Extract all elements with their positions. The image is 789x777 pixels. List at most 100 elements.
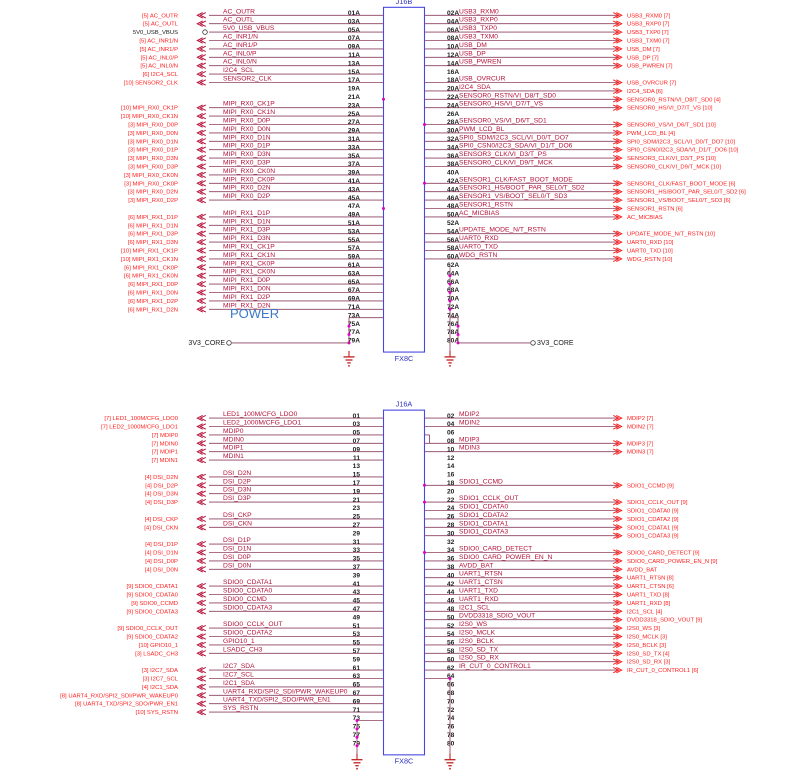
svg-text:UART1_TXD: UART1_TXD [459, 588, 498, 595]
svg-text:USB_DP: USB_DP [459, 50, 486, 57]
svg-text:USB_OVRCUR: USB_OVRCUR [459, 76, 506, 83]
svg-text:MIPI_RX0_D1P: MIPI_RX0_D1P [223, 143, 271, 150]
svg-text:[4] DSI_CKN: [4] DSI_CKN [144, 525, 178, 531]
svg-text:DVDD3318_SDIO_VOUT: DVDD3318_SDIO_VOUT [459, 613, 535, 620]
svg-text:SDIO0_CCMD: SDIO0_CCMD [223, 596, 267, 603]
svg-text:[6] I2C4_SCL: [6] I2C4_SCL [143, 72, 179, 78]
svg-text:09A: 09A [348, 44, 360, 51]
svg-text:SENSOR2_CLK: SENSOR2_CLK [223, 76, 272, 83]
svg-text:DSI_CKN: DSI_CKN [223, 520, 252, 527]
svg-text:5V0_USB_VBUS: 5V0_USB_VBUS [133, 30, 178, 36]
svg-text:[4] DSI_CKP: [4] DSI_CKP [145, 517, 178, 523]
svg-text:MIPI_RX1_D3N: MIPI_RX1_D3N [223, 235, 271, 242]
svg-text:DSI_D0P: DSI_D0P [223, 554, 251, 561]
svg-text:UART4_RXD/SPI2_SDI/PWR_WAKEUP0: UART4_RXD/SPI2_SDI/PWR_WAKEUP0 [223, 688, 348, 695]
svg-text:[3] MIPI_RX0_D1N: [3] MIPI_RX0_D1N [128, 139, 178, 145]
svg-text:15: 15 [353, 472, 361, 479]
svg-text:J16A: J16A [396, 400, 413, 409]
svg-text:AC_INR1/N: AC_INR1/N [223, 34, 258, 41]
svg-text:16A: 16A [447, 69, 459, 76]
svg-text:DVDD3318_SDIO_VOUT [9]: DVDD3318_SDIO_VOUT [9] [627, 618, 703, 624]
svg-text:MIPI_RX0_D2N: MIPI_RX0_D2N [223, 185, 271, 192]
svg-text:[3] MIPI_RX0_CK0N: [3] MIPI_RX0_CK0N [124, 173, 178, 179]
svg-text:70: 70 [447, 698, 455, 705]
svg-text:UART1_CTSN: UART1_CTSN [459, 579, 503, 586]
svg-text:[5] AC_OUTR: [5] AC_OUTR [142, 13, 178, 19]
svg-text:24A: 24A [447, 102, 459, 109]
svg-text:AC_MICBIAS: AC_MICBIAS [459, 210, 500, 217]
svg-text:SENSOR0_HS/VI_D7/T_VS: SENSOR0_HS/VI_D7/T_VS [459, 101, 544, 108]
svg-text:18: 18 [447, 480, 455, 487]
svg-text:35: 35 [353, 556, 361, 563]
svg-text:SENSOR1_RSTN: SENSOR1_RSTN [459, 202, 513, 209]
svg-text:AVDD_BAT: AVDD_BAT [459, 562, 493, 569]
svg-text:[3] MIPI_RX0_D2P: [3] MIPI_RX0_D2P [128, 198, 178, 204]
svg-text:58: 58 [447, 648, 455, 655]
svg-text:SENSOR0_CLK/VI_D9/T_MCK: SENSOR0_CLK/VI_D9/T_MCK [459, 160, 553, 167]
svg-text:DSI_D1N: DSI_D1N [223, 546, 251, 553]
svg-text:I2C7_SCL: I2C7_SCL [223, 672, 254, 679]
svg-text:62A: 62A [447, 262, 459, 269]
svg-text:MIPI_RX0_CK1P: MIPI_RX0_CK1P [223, 101, 275, 108]
svg-text:41A: 41A [348, 178, 360, 185]
svg-text:AC_OUTR: AC_OUTR [223, 8, 255, 15]
svg-text:13: 13 [353, 463, 361, 470]
svg-text:MIPI_RX1_CK0N: MIPI_RX1_CK0N [223, 269, 275, 276]
svg-text:59: 59 [353, 656, 361, 663]
svg-text:57: 57 [353, 648, 361, 655]
svg-text:MIPI_RX1_D2P: MIPI_RX1_D2P [223, 294, 271, 301]
svg-text:19A: 19A [348, 86, 360, 93]
svg-text:26: 26 [447, 514, 455, 521]
svg-text:[3] MIPI_RX0_D3N: [3] MIPI_RX0_D3N [128, 156, 178, 162]
svg-text:SDIO0_CCLK_OUT: SDIO0_CCLK_OUT [223, 621, 282, 628]
svg-text:60: 60 [447, 656, 455, 663]
svg-text:32: 32 [447, 539, 455, 546]
svg-text:USB3_RXM0 [7]: USB3_RXM0 [7] [627, 13, 671, 19]
svg-text:MIPI_RX1_D0N: MIPI_RX1_D0N [223, 286, 271, 293]
svg-text:[6] MIPI_RX1_D1N: [6] MIPI_RX1_D1N [128, 223, 178, 229]
svg-text:01A: 01A [348, 10, 360, 17]
svg-text:[9] SDIO0_CDATA3: [9] SDIO0_CDATA3 [126, 609, 178, 615]
svg-text:MIPI_RX0_D2P: MIPI_RX0_D2P [223, 193, 271, 200]
svg-text:[3] MIPI_RX0_D1P: [3] MIPI_RX0_D1P [128, 148, 178, 154]
svg-text:[6] MIPI_RX1_D2N: [6] MIPI_RX1_D2N [128, 307, 178, 313]
svg-text:65A: 65A [348, 279, 360, 286]
svg-text:43A: 43A [348, 186, 360, 193]
svg-text:I2C4_SDA [6]: I2C4_SDA [6] [627, 89, 663, 95]
svg-text:15A: 15A [348, 69, 360, 76]
svg-text:06A: 06A [447, 27, 459, 34]
svg-text:MIPI_RX0_D3P: MIPI_RX0_D3P [223, 160, 271, 167]
svg-text:MIPI_RX0_CK0N: MIPI_RX0_CK0N [223, 168, 275, 175]
svg-text:37: 37 [353, 564, 361, 571]
svg-text:WDG_RSTN [10]: WDG_RSTN [10] [627, 257, 673, 263]
svg-text:27: 27 [353, 522, 361, 529]
svg-text:[10] MIPI_RX0_CK1N: [10] MIPI_RX0_CK1N [121, 114, 178, 120]
svg-text:DSI_CKP: DSI_CKP [223, 512, 252, 519]
svg-text:[6] MIPI_RX1_CK0P: [6] MIPI_RX1_CK0P [124, 265, 178, 271]
svg-text:[4] DSI_D1N: [4] DSI_D1N [145, 551, 178, 557]
svg-text:SPI0_CSN0/I2C3_SDA/VI_D1/T_DO6: SPI0_CSN0/I2C3_SDA/VI_D1/T_DO6 [459, 143, 573, 150]
svg-text:I2C7_SDA: I2C7_SDA [223, 663, 255, 670]
svg-text:40: 40 [447, 572, 455, 579]
svg-text:45A: 45A [348, 195, 360, 202]
svg-text:UART4_TXD/SPI2_SDO/PWR_EN1: UART4_TXD/SPI2_SDO/PWR_EN1 [223, 697, 331, 704]
svg-text:MDIP0: MDIP0 [223, 428, 244, 435]
svg-text:[10] SYS_RSTN: [10] SYS_RSTN [135, 710, 178, 716]
svg-text:69A: 69A [348, 296, 360, 303]
svg-text:I2C1_SDA: I2C1_SDA [223, 680, 255, 687]
svg-text:22: 22 [447, 497, 455, 504]
svg-text:[4] DSI_D0N: [4] DSI_D0N [145, 567, 178, 573]
svg-text:[4] DSI_D2N: [4] DSI_D2N [145, 475, 178, 481]
svg-text:UPDATE_MODE_N/T_RSTN: UPDATE_MODE_N/T_RSTN [459, 227, 546, 234]
svg-text:71: 71 [353, 707, 361, 714]
svg-text:29A: 29A [348, 128, 360, 135]
svg-text:52A: 52A [447, 220, 459, 227]
svg-text:USB_PWREN: USB_PWREN [459, 59, 502, 66]
svg-text:18A: 18A [447, 77, 459, 84]
svg-text:[4] DSI_D3N: [4] DSI_D3N [145, 492, 178, 498]
svg-text:37A: 37A [348, 161, 360, 168]
svg-text:[4] DSI_D1P: [4] DSI_D1P [145, 542, 178, 548]
svg-text:MIPI_RX1_D1P: MIPI_RX1_D1P [223, 210, 271, 217]
svg-text:USB3_TXM0: USB3_TXM0 [459, 34, 498, 41]
svg-text:IR_CUT_0_CONTROL1: IR_CUT_0_CONTROL1 [459, 663, 531, 670]
